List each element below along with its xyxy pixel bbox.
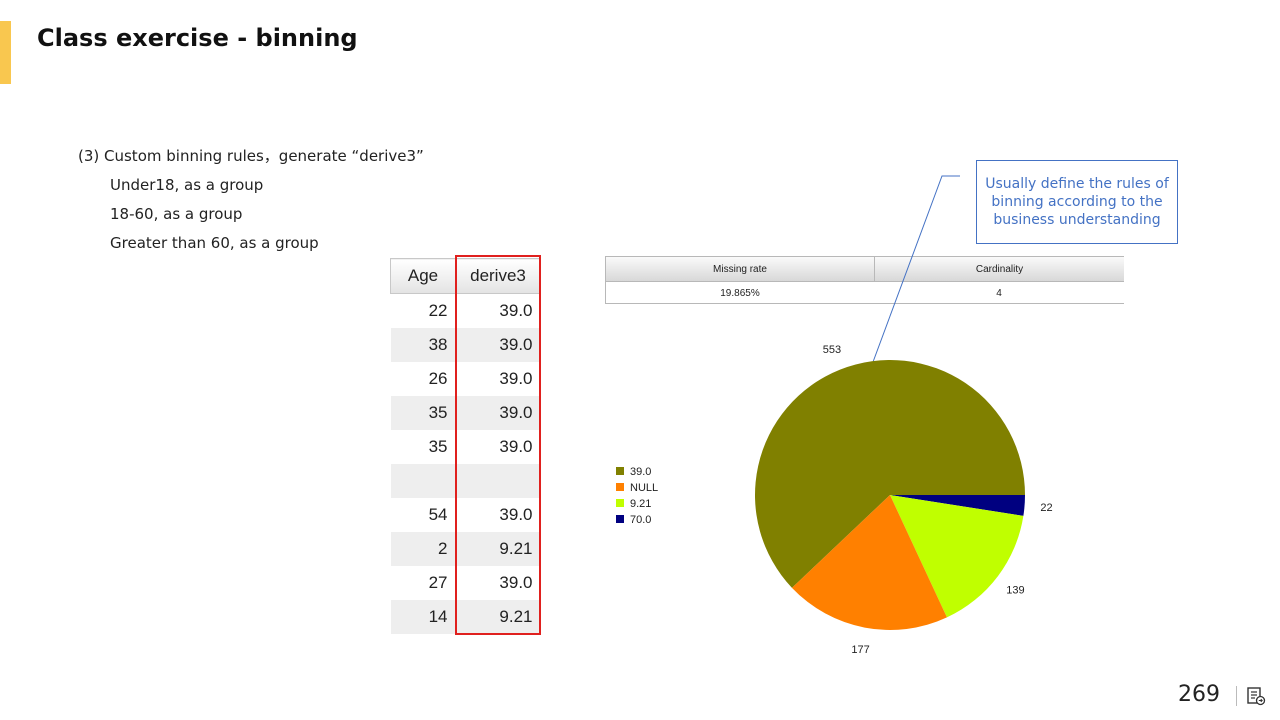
- bullet-over60: Greater than 60, as a group: [110, 234, 319, 252]
- slide-notes-icon[interactable]: [1246, 686, 1266, 706]
- table-row: 54 39.0: [391, 498, 541, 532]
- age-cell: 35: [390, 396, 456, 430]
- callout-text: Usually define the rules of binning acco…: [985, 176, 1169, 228]
- title-accent-bar: [0, 21, 11, 84]
- age-cell: 38: [390, 328, 456, 362]
- cardinality-header[interactable]: Cardinality: [975, 263, 1024, 275]
- age-cell: 26: [428, 369, 448, 388]
- pie-slice-39: [755, 360, 1025, 588]
- legend-swatch: [616, 515, 624, 523]
- legend-label: NULL: [630, 482, 658, 494]
- pie-slice-9-21: [890, 495, 1024, 618]
- table-row: [390, 464, 541, 498]
- derive3-cell: 39.0: [499, 369, 533, 388]
- table-row: 27 39.0: [391, 566, 541, 600]
- table-row: 35 39.0: [390, 396, 541, 430]
- bullet-under18: Under18, as a group: [110, 176, 264, 194]
- column-header-derive3[interactable]: derive3: [455, 258, 541, 294]
- legend-label: 9.21: [630, 498, 651, 510]
- column-header-age[interactable]: Age: [390, 258, 456, 294]
- table-row: 14 9.21: [390, 600, 541, 634]
- table-row: 26 39.0: [391, 362, 541, 396]
- cardinality-value: 4: [996, 287, 1002, 299]
- derive3-cell: 39.0: [499, 573, 533, 592]
- pie-slice-null: [791, 495, 947, 630]
- legend-label: 39.0: [630, 466, 651, 478]
- table-row: 22 39.0: [391, 294, 541, 329]
- age-cell: 14: [390, 600, 456, 634]
- callout-box: Usually define the rules of binning acco…: [976, 160, 1178, 244]
- exercise-description: (3) Custom binning rules，generate “deriv…: [78, 142, 424, 258]
- pie-chart: 553 22 139 177 39.0 NULL 9.21 70.0: [616, 344, 1053, 655]
- derive3-cell: [455, 464, 541, 498]
- page-separator: [1236, 686, 1237, 706]
- bullet-rule-heading: (3) Custom binning rules，generate “deriv…: [78, 147, 424, 165]
- derive3-cell: 39.0: [499, 301, 533, 320]
- pie-slice-70: [890, 495, 1025, 516]
- table-row: 35 39.0: [391, 430, 541, 464]
- missing-rate-value: 19.865%: [720, 287, 760, 299]
- legend-label: 70.0: [630, 514, 651, 526]
- derive3-cell: 9.21: [455, 532, 541, 566]
- age-cell: 27: [428, 573, 448, 592]
- derive3-cell: 9.21: [455, 600, 541, 634]
- pie-label-slice-70: 22: [1040, 502, 1052, 514]
- missing-rate-header[interactable]: Missing rate: [606, 257, 875, 281]
- age-cell: 22: [428, 301, 448, 320]
- table-row: 2 9.21: [390, 532, 541, 566]
- derive3-cell: 39.0: [455, 328, 541, 362]
- derive3-cell: 39.0: [455, 396, 541, 430]
- summary-table: Missing rate Cardinality 19.865% 4: [605, 256, 1124, 304]
- derive3-cell: 39.0: [499, 437, 533, 456]
- derive3-cell: 39.0: [499, 505, 533, 524]
- legend-swatch: [616, 499, 624, 507]
- legend-swatch: [616, 483, 624, 491]
- age-cell: [390, 464, 456, 498]
- page-number: 269: [1178, 682, 1220, 707]
- pie-label-slice-39: 553: [823, 344, 841, 356]
- age-cell: 35: [428, 437, 448, 456]
- pie-label-slice-9-21: 139: [1006, 584, 1024, 596]
- bullet-18-60: 18-60, as a group: [110, 205, 243, 223]
- age-cell: 2: [390, 532, 456, 566]
- legend-swatch: [616, 467, 624, 475]
- age-derive3-table: Age derive3 22 39.0 38 39.0 26 39.0 35 39.0 …: [390, 258, 541, 634]
- table-row: 38 39.0: [390, 328, 541, 362]
- age-cell: 54: [428, 505, 448, 524]
- slide-title: Class exercise - binning: [37, 24, 358, 52]
- pie-label-slice-null: 177: [851, 644, 869, 655]
